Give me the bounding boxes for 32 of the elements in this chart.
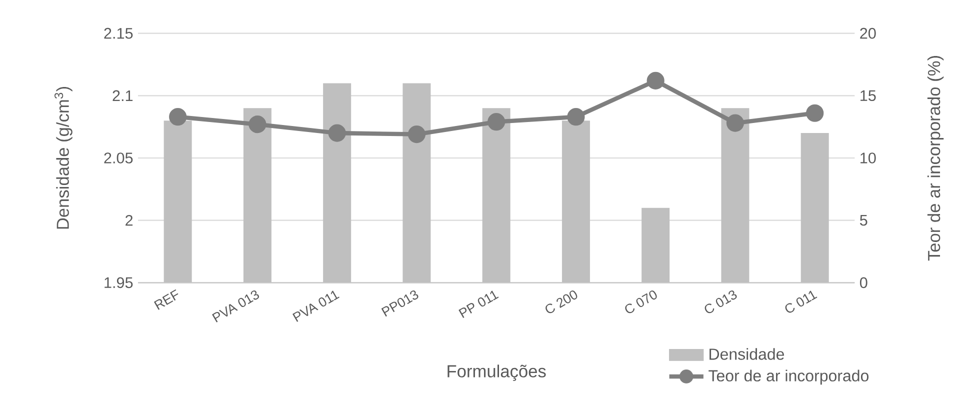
y2-axis-title: Teor de ar incorporado (%) — [927, 56, 944, 261]
y-tick-label: 2.15 — [104, 28, 133, 39]
point — [248, 116, 266, 134]
y-tick-label: 2 — [126, 214, 133, 226]
point — [806, 104, 824, 122]
x-tick-label: REF — [154, 289, 178, 310]
x-tick-label: PVA 013 — [212, 290, 260, 322]
y-axis-title: Densidade (g/cm$^{3}$) — [54, 86, 72, 229]
y2-tick-label: 10 — [860, 152, 876, 164]
x-axis-title: Formulações — [448, 364, 546, 381]
point — [408, 126, 426, 144]
point — [726, 114, 744, 132]
y-tick-label: 2.05 — [104, 152, 133, 164]
x-tick-label: C 013 — [704, 290, 737, 314]
point — [488, 113, 506, 131]
y-tick-label: 2.1 — [112, 90, 133, 102]
legend-label: Densidade — [710, 348, 784, 360]
x-tick-label: PVA 011 — [292, 290, 340, 322]
point — [328, 124, 346, 142]
y2-tick-label: 20 — [860, 28, 876, 39]
x-tick-label: PP 011 — [458, 290, 499, 318]
y-tick-label: 1.95 — [104, 277, 133, 288]
x-tick-label: C 200 — [546, 290, 578, 314]
x-tick-label: C 070 — [625, 290, 657, 314]
point — [169, 108, 187, 126]
point — [567, 108, 585, 126]
y2-tick-label: 0 — [860, 277, 868, 288]
y2-tick-label: 5 — [860, 214, 868, 226]
point — [646, 72, 664, 90]
y2-tick-label: 15 — [860, 90, 876, 102]
x-tick-label: C 011 — [785, 290, 818, 313]
legend-label: Teor de ar incorporado — [708, 370, 868, 385]
